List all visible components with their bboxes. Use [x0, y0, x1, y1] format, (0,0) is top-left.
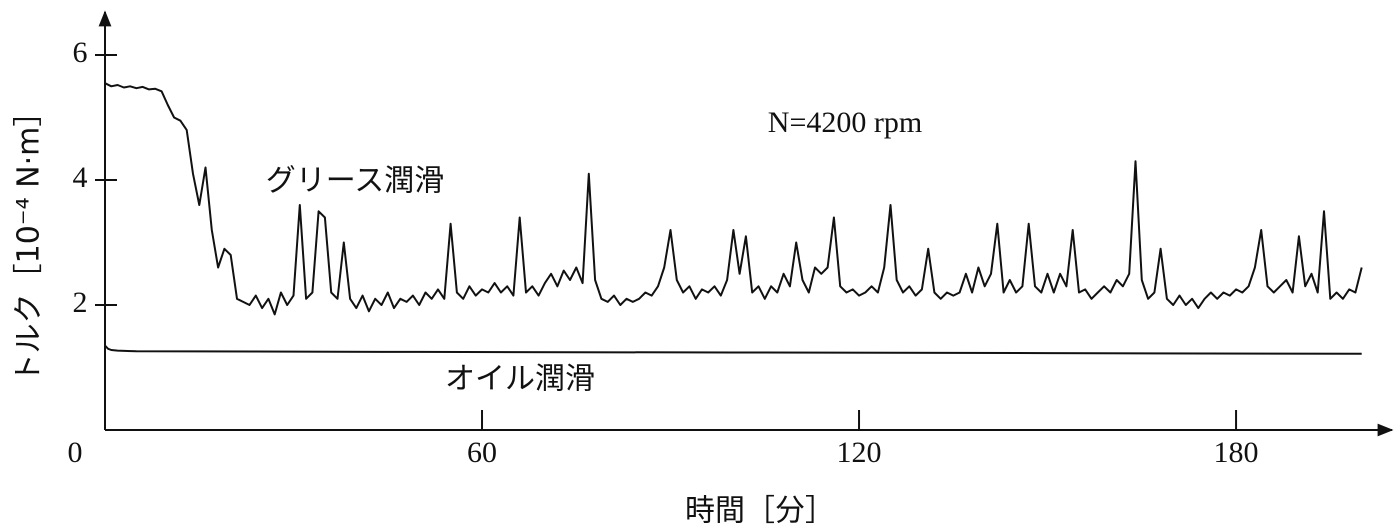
x-tick-label: 180 — [1214, 436, 1259, 469]
y-tick-label: 4 — [73, 161, 88, 194]
x-tick-label: 0 — [68, 436, 83, 469]
annotation: N=4200 rpm — [768, 106, 922, 139]
x-tick-label: 60 — [467, 436, 497, 469]
y-tick-label: 6 — [73, 36, 88, 69]
x-tick-label: 120 — [837, 436, 882, 469]
series-line — [104, 82, 1363, 316]
y-axis-label: トルク［10⁻⁴ N·m］ — [12, 97, 47, 384]
series-label: グリース潤滑 — [266, 164, 445, 199]
series-label: オイル潤滑 — [445, 362, 595, 397]
series-line — [104, 344, 1362, 355]
y-tick-label: 2 — [73, 286, 88, 319]
x-axis-label: 時間［分］ — [685, 494, 835, 529]
